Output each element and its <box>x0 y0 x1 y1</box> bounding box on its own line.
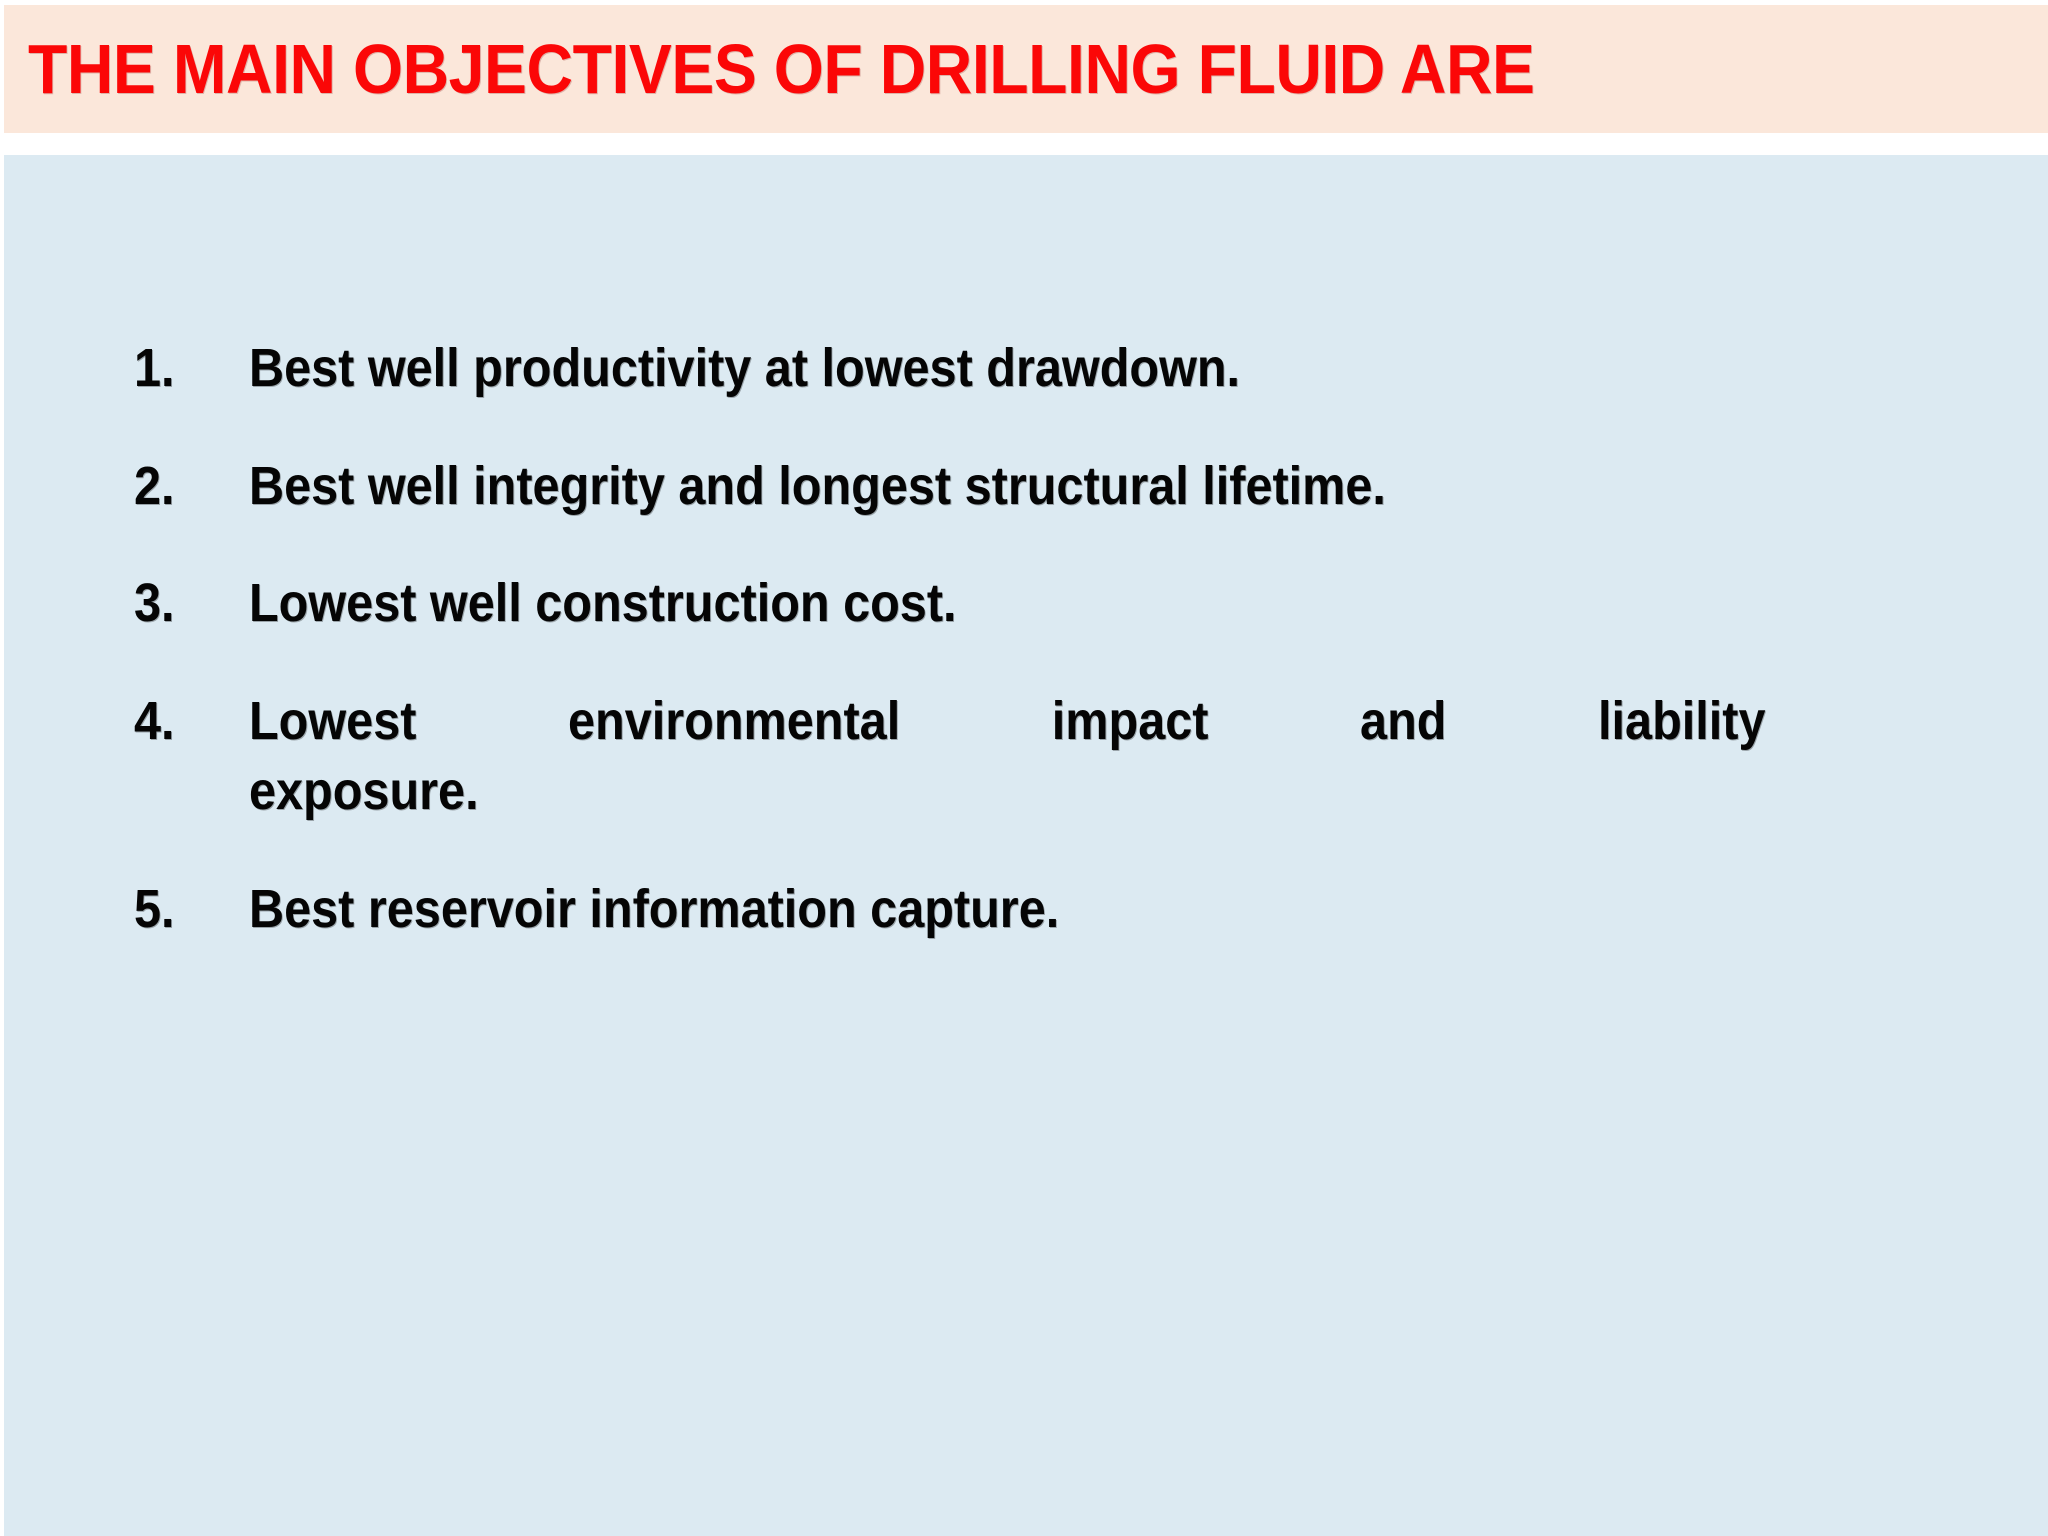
slide-body-panel: 1. Best well productivity at lowest draw… <box>4 155 2048 1536</box>
list-item-text-line-two: exposure. <box>249 760 479 821</box>
list-item: 5. Best reservoir information capture. <box>134 878 1934 942</box>
objectives-list: 1. Best well productivity at lowest draw… <box>134 337 1934 995</box>
list-item-text: Lowest environmental impact and liabilit… <box>249 690 1766 823</box>
list-item-number: 4. <box>134 691 175 752</box>
list-item-text: Best well integrity and longest structur… <box>249 455 1386 516</box>
list-item-number: 5. <box>134 878 175 939</box>
list-item-number: 1. <box>134 338 175 398</box>
list-item: 1. Best well productivity at lowest draw… <box>134 337 1934 401</box>
list-item: 2. Best well integrity and longest struc… <box>134 455 1934 519</box>
list-item-number: 2. <box>134 455 175 516</box>
list-item: 4. Lowest environmental impact and liabi… <box>134 690 1934 823</box>
list-item-text: Best reservoir information capture. <box>249 878 1060 939</box>
list-item-text: Best well productivity at lowest drawdow… <box>249 338 1241 398</box>
list-item-text-line-one: Lowest environmental impact and liabilit… <box>249 691 1766 752</box>
list-item: 3. Lowest well construction cost. <box>134 572 1934 636</box>
list-item-number: 3. <box>134 573 175 634</box>
list-item-text: Lowest well construction cost. <box>249 573 957 634</box>
slide-title-band: THE MAIN OBJECTIVES OF DRILLING FLUID AR… <box>4 5 2048 133</box>
page-title: THE MAIN OBJECTIVES OF DRILLING FLUID AR… <box>28 30 1535 108</box>
